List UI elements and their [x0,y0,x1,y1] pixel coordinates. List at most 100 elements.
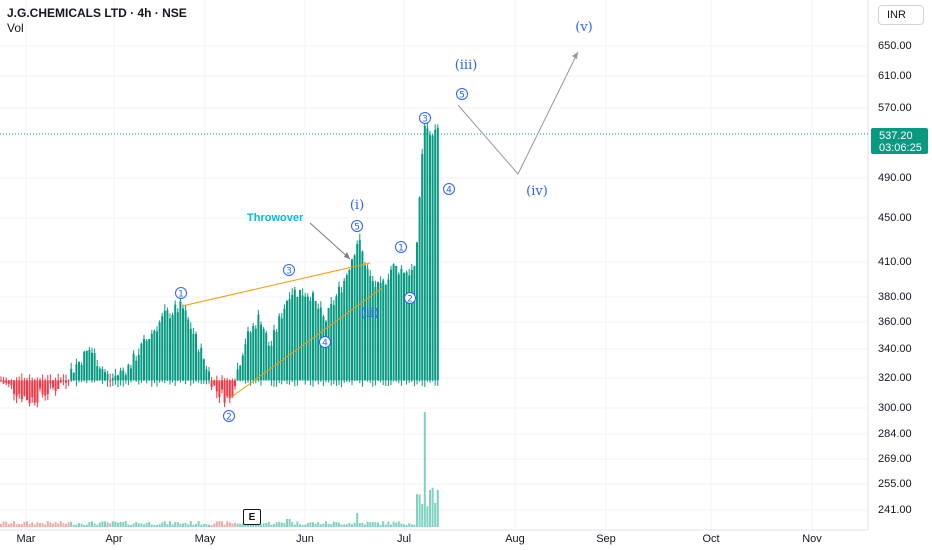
candle [234,380,236,387]
volume-bar [5,521,8,527]
candle [195,333,197,381]
candle [228,380,231,399]
candle [413,266,416,381]
volume-bar [265,523,268,527]
volume-bar [93,523,96,527]
candle [392,264,395,381]
candle [418,197,421,381]
candle [400,268,403,381]
candle [395,265,398,381]
candle [322,316,325,381]
candle [278,316,281,381]
volume-bar [65,523,67,527]
price-tick: 410.00 [878,256,912,268]
price-axis[interactable]: 650.00 610.00 570.00 490.00 450.00 410.00 380.… [868,0,932,530]
volume-indicator-label[interactable]: Vol [7,21,24,35]
wedge-lower-line [229,287,383,399]
candle [364,265,366,381]
throwover-label: Throwover [247,212,304,224]
candle [114,375,117,381]
candle [5,380,8,384]
wave-point-circle [175,287,187,299]
price-tick: 380.00 [878,291,912,303]
wave-point-number: 5 [459,91,465,101]
candle [182,308,184,381]
candle [59,380,62,383]
candle [218,380,221,398]
volume-bar [358,522,361,527]
wave-point-circle [319,336,331,348]
volume-bar [418,494,421,527]
wave-point-number: 1 [398,244,404,254]
candle [257,314,260,381]
volume-bar [59,521,62,527]
volume-bar [343,524,346,527]
volume-bar [210,524,213,527]
volume-bar [306,523,309,527]
candle [176,312,179,381]
volume-bar [18,523,21,527]
price-tick: 610.00 [878,70,912,82]
volume-bar [361,522,364,527]
candle [231,380,234,398]
volume-bar [327,523,330,527]
volume-bar [119,521,122,527]
volume-bar [390,524,392,527]
wave-point-circle [456,88,468,100]
candle [296,296,299,381]
volume-bar [408,523,411,527]
volume-bar [153,524,156,527]
volume-bar [143,524,145,527]
candle [387,279,390,381]
volume-bar [10,523,13,527]
projection-path [457,51,579,175]
volume-bar [96,524,99,527]
volume-bar [387,521,390,527]
candle [384,285,387,381]
bar-countdown: 03:06:25 [879,142,922,154]
candle [130,368,132,381]
volume-bar [278,521,281,527]
candle [312,292,314,381]
volume-bar [148,522,151,527]
volume-bar [44,524,47,527]
volume-bar [283,523,286,527]
volume-bar [353,522,356,527]
candle [127,364,130,381]
volume-bar [426,506,429,527]
time-axis[interactable]: Mar Apr May Jun Jul Aug Sep Oct Nov [0,530,868,550]
candle [104,371,106,381]
candle [117,375,119,381]
time-tick: Jun [296,533,314,545]
candle [249,332,252,381]
currency-button[interactable]: INR [878,5,924,25]
volume-bar [192,524,195,527]
volume-bar [351,524,353,527]
volume-bar [75,524,78,527]
candle [174,304,177,381]
candle [93,353,96,381]
current-price-value: 537.20 [879,130,913,142]
wave-point-circle [283,264,295,276]
price-tick: 284.00 [878,428,912,440]
volume-bar [296,521,299,527]
volume-bar [332,521,335,527]
candle [239,365,242,381]
volume-bar [184,522,187,527]
candle [163,310,166,381]
candle [106,374,109,381]
volume-bar [80,523,83,527]
volume-bar [117,522,119,527]
volume-bar [397,521,400,527]
symbol-title[interactable]: J.G.CHEMICALS LTD · 4h · NSE [7,6,187,20]
volume-bar [223,524,226,527]
volume-bar [135,522,138,527]
volume-bar [179,523,182,527]
volume-bar [228,522,231,527]
volume-bar [293,524,296,527]
earnings-badge[interactable]: E [243,509,261,525]
time-tick: Jul [396,533,412,545]
candle [26,380,28,400]
